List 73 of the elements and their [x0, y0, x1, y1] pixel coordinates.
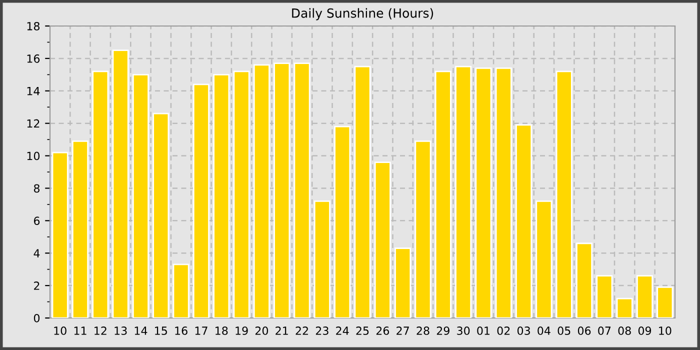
bar [314, 200, 330, 318]
y-tick-label: 0 [34, 314, 40, 322]
y-tick-label: 8 [34, 184, 40, 193]
x-tick-label: 05 [558, 326, 570, 335]
x-tick-label: 28 [416, 326, 430, 335]
x-tick-label: 01 [477, 326, 490, 335]
y-tick-label: 4 [34, 249, 40, 258]
y-tick-label: 6 [34, 216, 40, 226]
x-tick-label: 16 [175, 326, 188, 335]
y-tick-label: 12 [27, 119, 40, 128]
x-tick-label: 06 [578, 326, 591, 335]
bar [656, 286, 674, 318]
y-tick-label: 18 [27, 22, 40, 30]
x-tick-label: 04 [538, 326, 550, 335]
x-tick-label: 22 [296, 326, 308, 335]
bar [475, 67, 492, 318]
y-tick-label: 10 [27, 152, 40, 160]
bar [455, 66, 472, 318]
bar [172, 264, 190, 318]
bar [636, 275, 654, 318]
x-tick-label: 24 [336, 326, 349, 335]
x-tick-label: 15 [155, 326, 167, 335]
bar [616, 298, 633, 318]
bar [52, 152, 68, 318]
x-tick-label: 10 [659, 326, 672, 335]
x-tick-label: 10 [54, 326, 66, 335]
bar [233, 70, 250, 318]
bar [394, 248, 412, 318]
x-tick-label: 23 [316, 326, 328, 335]
bar [576, 242, 593, 318]
bar [334, 126, 351, 318]
bar [596, 275, 613, 318]
bar [354, 66, 371, 318]
y-tick-label: 2 [34, 282, 40, 290]
x-tick-label: 21 [276, 326, 288, 335]
bar [414, 140, 432, 318]
y-tick-label: 14 [27, 87, 40, 96]
x-tick-label: 27 [396, 326, 409, 335]
x-tick-label: 12 [94, 326, 106, 335]
chart-title: Daily Sunshine (Hours) [292, 8, 434, 20]
x-tick-label: 07 [598, 326, 611, 335]
bar [253, 64, 270, 318]
x-tick-label: 08 [618, 326, 631, 335]
bar [112, 50, 129, 318]
x-tick-label: 20 [255, 326, 268, 335]
x-tick-label: 14 [134, 326, 148, 335]
bar [536, 200, 552, 318]
bar [192, 84, 210, 318]
x-tick-label: 17 [195, 326, 208, 335]
bar [274, 62, 290, 318]
bar [213, 74, 230, 318]
bar [434, 70, 452, 318]
x-tick-label: 02 [497, 326, 510, 335]
x-tick-label: 19 [236, 326, 248, 335]
y-tick-label: 16 [27, 54, 40, 63]
x-tick-label: 25 [356, 326, 369, 335]
bar [152, 112, 170, 318]
x-tick-label: 18 [216, 326, 228, 335]
x-tick-label: 13 [114, 326, 127, 335]
bar [516, 124, 532, 318]
bar [132, 74, 149, 318]
bar [495, 67, 512, 318]
bar [374, 162, 391, 318]
bar [72, 140, 88, 318]
x-tick-label: 29 [436, 326, 450, 335]
x-tick-label: 09 [638, 326, 652, 335]
x-tick-label: 03 [517, 326, 530, 335]
bar [294, 62, 310, 318]
x-tick-label: 30 [457, 326, 470, 335]
x-tick-label: 11 [74, 326, 86, 335]
x-tick-label: 26 [376, 326, 390, 335]
bar [92, 70, 109, 318]
bar [556, 70, 572, 318]
